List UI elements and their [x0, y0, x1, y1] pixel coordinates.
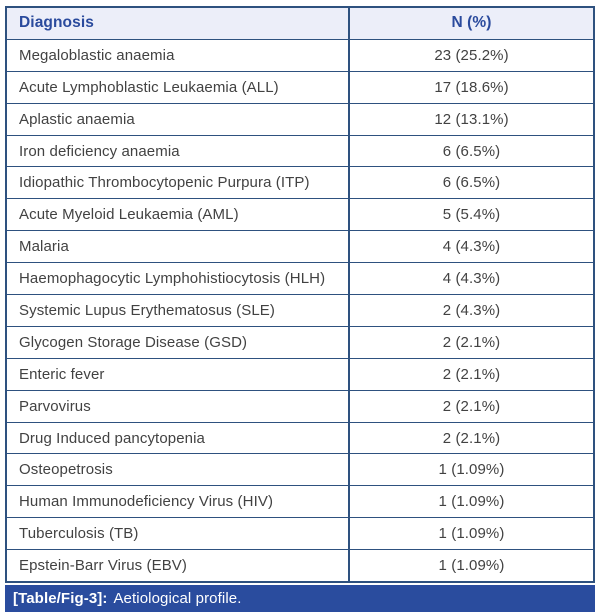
value-cell: 1 (1.09%) [438, 525, 505, 543]
column-header-diagnosis: Diagnosis [7, 8, 350, 39]
table-row: Osteopetrosis 1 (1.09%) [7, 453, 593, 486]
value-cell: 2 (4.3%) [442, 301, 501, 319]
value-cell: 1 (1.09%) [438, 461, 505, 479]
diagnosis-cell: Idiopathic Thrombocytopenic Purpura (ITP… [7, 167, 350, 199]
value-cell: 1 (1.09%) [438, 493, 505, 511]
diagnosis-cell: Megaloblastic anaemia [7, 39, 350, 71]
value-cell: 6 (6.5%) [442, 174, 501, 192]
table-row: Malaria 4 (4.3%) [7, 230, 593, 263]
diagnosis-cell: Osteopetrosis [7, 454, 350, 486]
table-caption-text: Aetiological profile. [113, 590, 242, 607]
table-row: Epstein-Barr Virus (EBV) 1 (1.09%) [7, 549, 593, 582]
diagnosis-cell: Enteric fever [7, 358, 350, 390]
table-caption-bar: [Table/Fig-3]: Aetiological profile. [5, 585, 595, 612]
table-row: Enteric fever 2 (2.1%) [7, 357, 593, 390]
diagnosis-cell: Tuberculosis (TB) [7, 518, 350, 550]
diagnosis-cell: Glycogen Storage Disease (GSD) [7, 326, 350, 358]
value-cell: 12 (13.1%) [434, 110, 509, 128]
value-cell: 4 (4.3%) [442, 238, 501, 256]
value-cell: 5 (5.4%) [442, 206, 501, 224]
diagnosis-cell: Aplastic anaemia [7, 103, 350, 135]
table-row: Parvovirus 2 (2.1%) [7, 389, 593, 422]
table-row: Aplastic anaemia 12 (13.1%) [7, 102, 593, 135]
table-row: Human Immunodeficiency Virus (HIV) 1 (1.… [7, 485, 593, 518]
value-cell: 1 (1.09%) [438, 557, 505, 575]
diagnosis-cell: Systemic Lupus Erythematosus (SLE) [7, 295, 350, 326]
table-header-row: Diagnosis N (%) [7, 8, 593, 39]
diagnosis-cell: Acute Myeloid Leukaemia (AML) [7, 199, 350, 231]
value-cell: 6 (6.5%) [442, 142, 501, 160]
value-cell: 4 (4.3%) [442, 270, 501, 288]
table-row: Systemic Lupus Erythematosus (SLE) 2 (4.… [7, 294, 593, 326]
column-header-n-percent: N (%) [451, 14, 492, 32]
table-row: Idiopathic Thrombocytopenic Purpura (ITP… [7, 166, 593, 199]
table-row: Acute Lymphoblastic Leukaemia (ALL) 17 (… [7, 70, 593, 103]
aetiology-table: Diagnosis N (%) Megaloblastic anaemia 23… [5, 6, 595, 583]
value-cell: 2 (2.1%) [442, 333, 501, 351]
diagnosis-cell: Epstein-Barr Virus (EBV) [7, 550, 350, 582]
table-figure: Diagnosis N (%) Megaloblastic anaemia 23… [5, 6, 595, 612]
table-row: Haemophagocytic Lymphohistiocytosis (HLH… [7, 262, 593, 295]
value-cell: 17 (18.6%) [434, 78, 509, 96]
table-caption-label: [Table/Fig-3]: [13, 590, 108, 607]
diagnosis-cell: Malaria [7, 231, 350, 263]
value-cell: 2 (2.1%) [442, 365, 501, 383]
table-row: Acute Myeloid Leukaemia (AML) 5 (5.4%) [7, 198, 593, 231]
diagnosis-cell: Acute Lymphoblastic Leukaemia (ALL) [7, 71, 350, 103]
table-row: Iron deficiency anaemia 6 (6.5%) [7, 134, 593, 167]
table-row: Tuberculosis (TB) 1 (1.09%) [7, 517, 593, 550]
table-row: Glycogen Storage Disease (GSD) 2 (2.1%) [7, 325, 593, 358]
diagnosis-cell: Iron deficiency anaemia [7, 135, 350, 167]
diagnosis-cell: Haemophagocytic Lymphohistiocytosis (HLH… [7, 263, 350, 295]
value-cell: 2 (2.1%) [442, 397, 501, 415]
table-row: Megaloblastic anaemia 23 (25.2%) [7, 38, 593, 71]
diagnosis-cell: Parvovirus [7, 390, 350, 422]
diagnosis-cell: Drug Induced pancytopenia [7, 422, 350, 454]
diagnosis-cell: Human Immunodeficiency Virus (HIV) [7, 486, 350, 518]
value-cell: 2 (2.1%) [442, 429, 501, 447]
value-cell: 23 (25.2%) [434, 46, 509, 64]
table-row: Drug Induced pancytopenia 2 (2.1%) [7, 421, 593, 454]
